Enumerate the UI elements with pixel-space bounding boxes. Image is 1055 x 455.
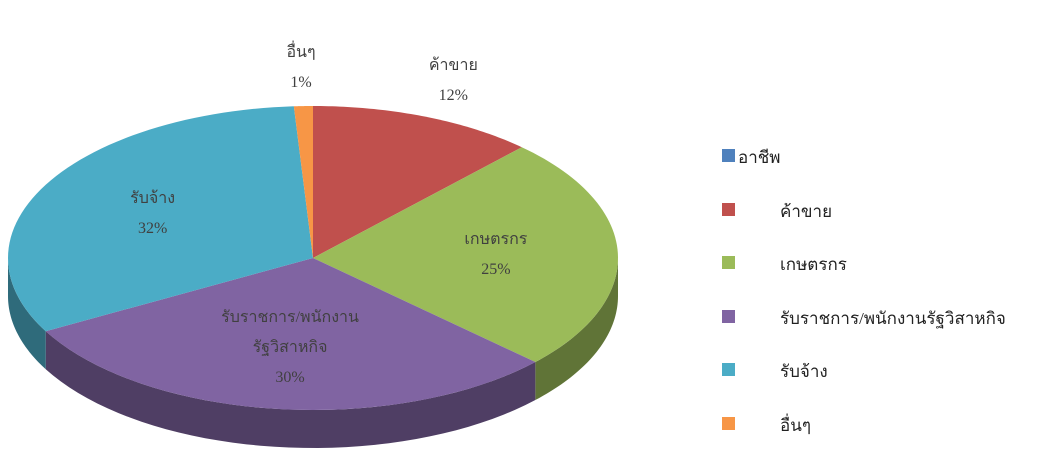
data-label-name: รับราชการ/พนักงานรัฐวิสาหกิจ	[221, 309, 359, 357]
slice-top	[313, 106, 522, 258]
legend-label: รับราชการ/พนักงานรัฐวิสาหกิจ	[780, 308, 1006, 328]
slice	[45, 258, 536, 448]
slice-side	[45, 331, 536, 448]
slice-top	[293, 106, 313, 258]
slice-top	[313, 147, 618, 363]
legend-swatch	[722, 363, 735, 377]
data-label-name: อื่นๆ	[286, 44, 316, 62]
slice	[8, 106, 313, 370]
data-label-value: 25%	[481, 261, 511, 279]
data-label-value: 30%	[275, 369, 305, 387]
legend-swatch	[722, 417, 735, 430]
legend-label: อื่นๆ	[780, 416, 811, 435]
legend-swatch	[722, 309, 735, 323]
legend-swatch	[722, 202, 735, 216]
legend-label: รับจ้าง	[780, 362, 828, 382]
slice	[313, 106, 522, 258]
data-label: รับราชการ/พนักงานรัฐวิสาหกิจ 30%	[205, 303, 375, 393]
slice	[313, 147, 618, 401]
legend-swatch	[722, 149, 735, 162]
data-label-name: เกษตรกร	[464, 231, 528, 249]
slice	[293, 106, 313, 258]
slice-side	[8, 258, 46, 370]
data-label: ค้าขาย 12%	[368, 51, 538, 111]
data-label: เกษตรกร 25%	[411, 225, 581, 285]
legend-label: เกษตรกร	[780, 255, 847, 275]
data-label-value: 12%	[438, 87, 468, 105]
slice-top	[45, 258, 536, 410]
legend-swatch	[722, 256, 735, 270]
data-label-name: รับจ้าง	[130, 190, 176, 208]
slice-side	[535, 258, 618, 401]
data-label-name: ค้าขาย	[428, 57, 478, 75]
data-label-value: 32%	[137, 220, 168, 238]
legend-label: ค้าขาย	[780, 201, 833, 221]
legend-title: อาชีพ	[738, 148, 781, 167]
data-label: อื่นๆ 1%	[216, 38, 386, 98]
slice-top	[8, 106, 313, 332]
data-label-value: 1%	[290, 74, 312, 92]
data-label: รับจ้าง 32%	[68, 184, 238, 244]
